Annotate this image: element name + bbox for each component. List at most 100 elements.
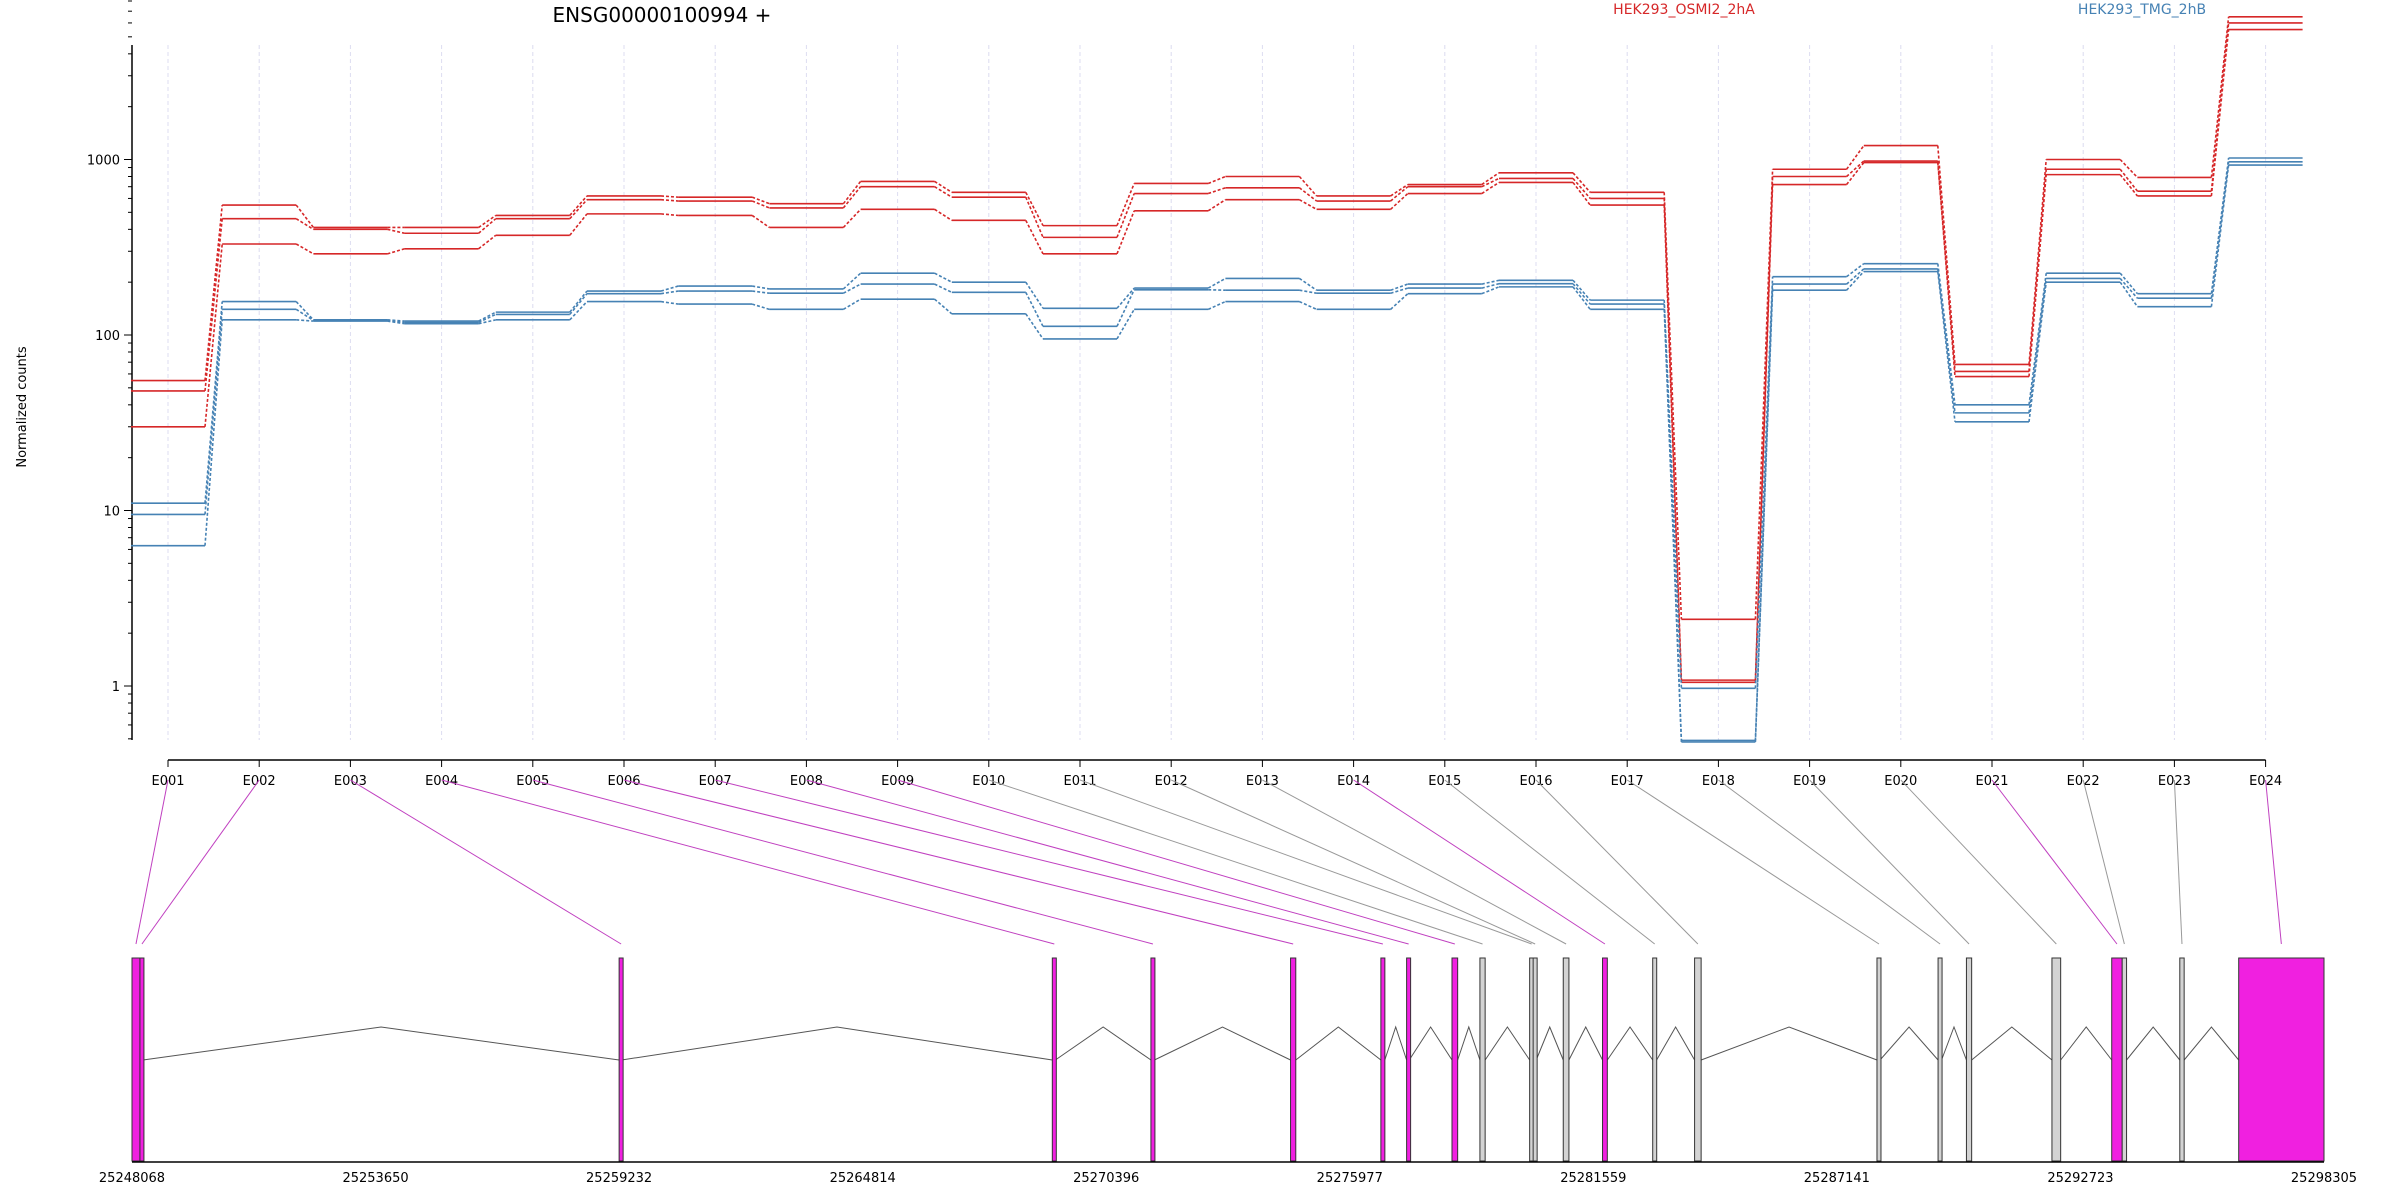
series-connector bbox=[1845, 145, 1865, 170]
intron-line bbox=[1941, 1025, 1967, 1061]
series-connector bbox=[2119, 158, 2138, 179]
connector-e020 bbox=[1900, 779, 2057, 945]
series-connector bbox=[1299, 300, 1317, 311]
series-1 bbox=[131, 16, 2303, 621]
series-connector bbox=[1572, 181, 1591, 206]
series-connector bbox=[296, 319, 314, 322]
legend-label-osmi2: HEK293_OSMI2_2hA bbox=[1613, 2, 1755, 18]
exon-box-e024 bbox=[2238, 957, 2325, 1162]
x-tick-label-e020: E020 bbox=[1884, 774, 1917, 789]
intron-line bbox=[1606, 1026, 1654, 1061]
series-connector bbox=[1116, 289, 1135, 327]
exon-box-e022 bbox=[2121, 957, 2128, 1162]
series-connector bbox=[1390, 293, 1409, 310]
series-connector bbox=[1481, 279, 1500, 285]
series-connector bbox=[387, 247, 405, 255]
intron-line bbox=[1408, 1026, 1453, 1061]
x-tick-label-e014: E014 bbox=[1337, 774, 1370, 789]
exon-box-e019 bbox=[1965, 957, 1973, 1162]
series-connector bbox=[1937, 268, 1956, 413]
connector-e006 bbox=[623, 779, 1294, 945]
connector-e019 bbox=[1809, 779, 1970, 945]
series-connector bbox=[1572, 283, 1591, 305]
connector-e017 bbox=[1626, 779, 1880, 945]
series-connector bbox=[1299, 199, 1317, 211]
series-connector bbox=[1572, 177, 1591, 199]
x-tick-label-e016: E016 bbox=[1519, 774, 1552, 789]
intron-line bbox=[1700, 1026, 1878, 1061]
series-connector bbox=[295, 308, 314, 322]
genome-tick-label: 25292723 bbox=[2047, 1171, 2113, 1186]
connector-e013 bbox=[1262, 779, 1567, 945]
connector-e010 bbox=[988, 779, 1483, 945]
connector-e005 bbox=[532, 779, 1154, 945]
series-connector bbox=[1754, 276, 1774, 689]
genome-tick-label: 25248068 bbox=[99, 1171, 165, 1186]
series-connector bbox=[295, 301, 314, 321]
series-connector bbox=[1481, 177, 1500, 188]
intron-line bbox=[1879, 1026, 1939, 1061]
series-connector bbox=[660, 198, 679, 202]
series-connector bbox=[1846, 160, 1865, 178]
series-connector bbox=[751, 214, 770, 229]
x-tick-label-e009: E009 bbox=[881, 774, 914, 789]
series-connector bbox=[1481, 172, 1500, 186]
exon-box-e007 bbox=[1380, 957, 1386, 1162]
x-tick-label-e004: E004 bbox=[425, 774, 458, 789]
series-connector bbox=[2210, 161, 2230, 299]
series-connector bbox=[1207, 199, 1226, 212]
series-connector bbox=[204, 204, 223, 381]
exon-box-e020 bbox=[2051, 957, 2062, 1162]
series-connector bbox=[478, 234, 497, 250]
series-connector bbox=[204, 319, 223, 546]
series-connector bbox=[1663, 309, 1683, 742]
intron-line bbox=[1656, 1025, 1696, 1061]
series-connector bbox=[1481, 181, 1500, 195]
series-connector bbox=[569, 199, 588, 220]
series-connector bbox=[1937, 271, 1956, 422]
series-connector bbox=[295, 218, 314, 231]
intron-line bbox=[1535, 1025, 1564, 1061]
exon-box-e012 bbox=[1532, 957, 1538, 1162]
exon-box-e017 bbox=[1876, 957, 1882, 1162]
series-connector bbox=[934, 272, 953, 283]
intron-line bbox=[1484, 1026, 1531, 1061]
exon-box-e006 bbox=[1290, 957, 1297, 1162]
intron-line bbox=[621, 1026, 1053, 1061]
intron-line bbox=[1971, 1026, 2053, 1061]
series-connector bbox=[1207, 175, 1226, 185]
x-tick-label-e021: E021 bbox=[1975, 774, 2008, 789]
x-tick-label-e008: E008 bbox=[790, 774, 823, 789]
genome-tick-label: 25281559 bbox=[1560, 1171, 1626, 1186]
x-tick-label-e015: E015 bbox=[1428, 774, 1461, 789]
genome-tick-label: 25264814 bbox=[830, 1171, 896, 1186]
series-connector bbox=[569, 213, 588, 236]
x-tick-label-e010: E010 bbox=[972, 774, 1005, 789]
series-connector bbox=[204, 309, 223, 515]
legend-label-tmg: HEK293_TMG_2hB bbox=[2078, 2, 2206, 18]
connector-e014 bbox=[1353, 779, 1606, 945]
series-connector bbox=[843, 283, 861, 294]
series-connector bbox=[934, 180, 953, 194]
exon-axis: E001 E002 E003 E004 E005 E006 E007 E008 E009 E010… bbox=[151, 759, 2282, 789]
series-connector bbox=[1481, 282, 1500, 289]
series-connector bbox=[478, 313, 497, 324]
series-connector bbox=[1025, 196, 1044, 238]
series-connector bbox=[1207, 187, 1226, 195]
series-connector bbox=[2210, 16, 2230, 178]
connector-e009 bbox=[897, 779, 1455, 945]
series-connector bbox=[934, 298, 953, 315]
genome-tick-label: 25287141 bbox=[1804, 1171, 1870, 1186]
connector-e011 bbox=[1079, 779, 1532, 945]
series-connector bbox=[1116, 210, 1135, 255]
connector-e002 bbox=[141, 779, 260, 945]
series-connector bbox=[1116, 287, 1135, 309]
exon-box-e018 bbox=[1937, 957, 1943, 1162]
series-connector bbox=[934, 283, 953, 294]
series-connector bbox=[1298, 175, 1318, 197]
series-connector bbox=[295, 243, 314, 255]
series-connector bbox=[1116, 183, 1135, 226]
series-connector bbox=[1937, 160, 1956, 372]
series-connector bbox=[1663, 300, 1683, 689]
